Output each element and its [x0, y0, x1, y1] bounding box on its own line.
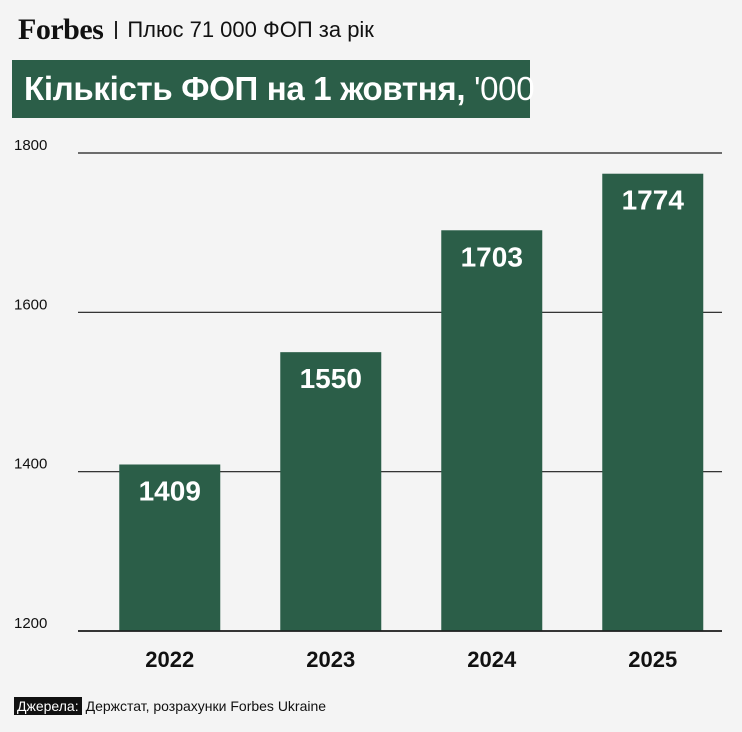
- x-tick-label: 2024: [467, 647, 517, 672]
- y-tick-label: 1800: [14, 137, 47, 154]
- y-tick-label: 1200: [14, 615, 47, 632]
- x-tick-label: 2025: [628, 647, 677, 672]
- bar-value-label: 1409: [139, 475, 201, 506]
- bar: [119, 464, 221, 631]
- chart-title: Кількість ФОП на 1 жовтня,: [24, 70, 466, 107]
- chart-title-box: Кількість ФОП на 1 жовтня, '000: [12, 60, 535, 118]
- bar-value-label: 1774: [622, 185, 685, 216]
- bar: [280, 352, 382, 631]
- bar: [441, 230, 543, 631]
- header-separator: [115, 21, 118, 39]
- header: Forbes Плюс 71 000 ФОП за рік: [18, 10, 374, 50]
- forbes-logo: Forbes: [18, 13, 104, 46]
- y-tick-label: 1600: [14, 296, 47, 313]
- source-text: Держстат, розрахунки Forbes Ukraine: [85, 698, 327, 714]
- bar-value-label: 1550: [300, 363, 362, 394]
- x-tick-label: 2023: [306, 647, 355, 672]
- x-tick-label: 2022: [145, 647, 194, 672]
- footer: Джерела: Держстат, розрахунки Forbes Ukr…: [14, 696, 326, 716]
- source-label: Джерела:: [14, 697, 82, 715]
- bar-chart: 1200 1400 1600 1800 1409 2022 1550 2023 1703 2024…: [14, 137, 722, 672]
- chart-title-unit: '000: [474, 70, 535, 107]
- y-tick-label: 1400: [14, 456, 47, 473]
- bar: [602, 173, 704, 632]
- bar-value-label: 1703: [461, 241, 523, 272]
- header-subtitle: Плюс 71 000 ФОП за рік: [127, 17, 374, 42]
